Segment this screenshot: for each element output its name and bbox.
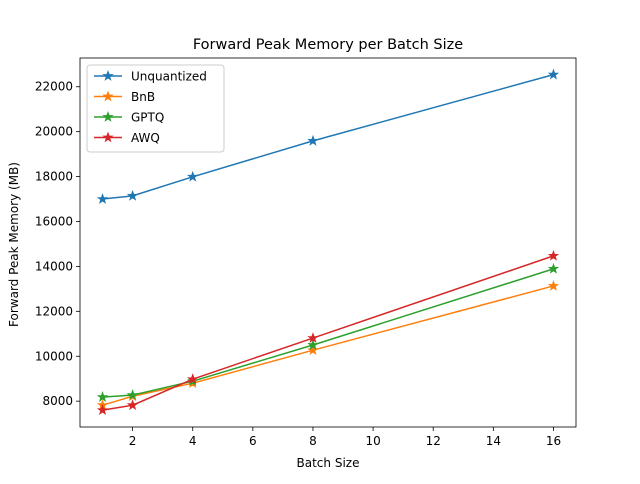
y-tick-label: 22000 bbox=[35, 80, 73, 94]
legend-marker bbox=[102, 111, 114, 122]
legend-marker bbox=[102, 131, 114, 143]
data-point-awq bbox=[126, 399, 139, 411]
x-tick-label: 14 bbox=[486, 434, 501, 448]
legend-marker bbox=[102, 70, 114, 81]
x-tick-label: 6 bbox=[249, 434, 257, 448]
x-tick-label: 16 bbox=[546, 434, 561, 448]
data-point-awq bbox=[96, 404, 109, 416]
data-point-unquantized bbox=[186, 170, 199, 182]
data-point-gptq bbox=[96, 391, 109, 403]
y-axis-label: Forward Peak Memory (MB) bbox=[7, 162, 21, 327]
legend bbox=[86, 64, 225, 153]
y-tick-label: 14000 bbox=[35, 259, 73, 273]
series-line-bnb bbox=[102, 285, 554, 406]
data-point-awq bbox=[186, 373, 199, 385]
data-point-bnb bbox=[547, 279, 560, 291]
legend-label: GPTQ bbox=[131, 111, 164, 125]
data-point-unquantized bbox=[547, 68, 560, 80]
y-tick-label: 20000 bbox=[35, 125, 73, 139]
data-point-gptq bbox=[126, 389, 139, 400]
legend-label: BnB bbox=[131, 90, 155, 104]
data-point-unquantized bbox=[126, 189, 139, 201]
y-tick-label: 18000 bbox=[35, 170, 73, 184]
legend-label: Unquantized bbox=[131, 70, 207, 84]
x-tick-label: 4 bbox=[189, 434, 197, 448]
data-point-gptq bbox=[547, 262, 560, 274]
x-tick-label: 2 bbox=[129, 434, 137, 448]
data-point-unquantized bbox=[96, 192, 109, 204]
x-tick-label: 8 bbox=[309, 434, 317, 448]
legend-label: AWQ bbox=[131, 131, 160, 145]
legend-marker bbox=[102, 90, 114, 102]
chart-title: Forward Peak Memory per Batch Size bbox=[193, 37, 463, 53]
x-tick-label: 12 bbox=[426, 434, 441, 448]
data-point-awq bbox=[307, 332, 319, 343]
data-point-gptq bbox=[307, 338, 319, 350]
y-tick-label: 10000 bbox=[35, 349, 73, 363]
plot-frame bbox=[79, 57, 577, 428]
y-tick-label: 16000 bbox=[35, 215, 73, 229]
x-axis-label: Batch Size bbox=[297, 456, 360, 470]
y-tick-label: 8000 bbox=[42, 394, 73, 408]
data-point-unquantized bbox=[307, 134, 319, 146]
data-point-awq bbox=[547, 249, 560, 261]
y-tick-label: 12000 bbox=[35, 304, 73, 318]
x-tick-label: 10 bbox=[365, 434, 380, 448]
